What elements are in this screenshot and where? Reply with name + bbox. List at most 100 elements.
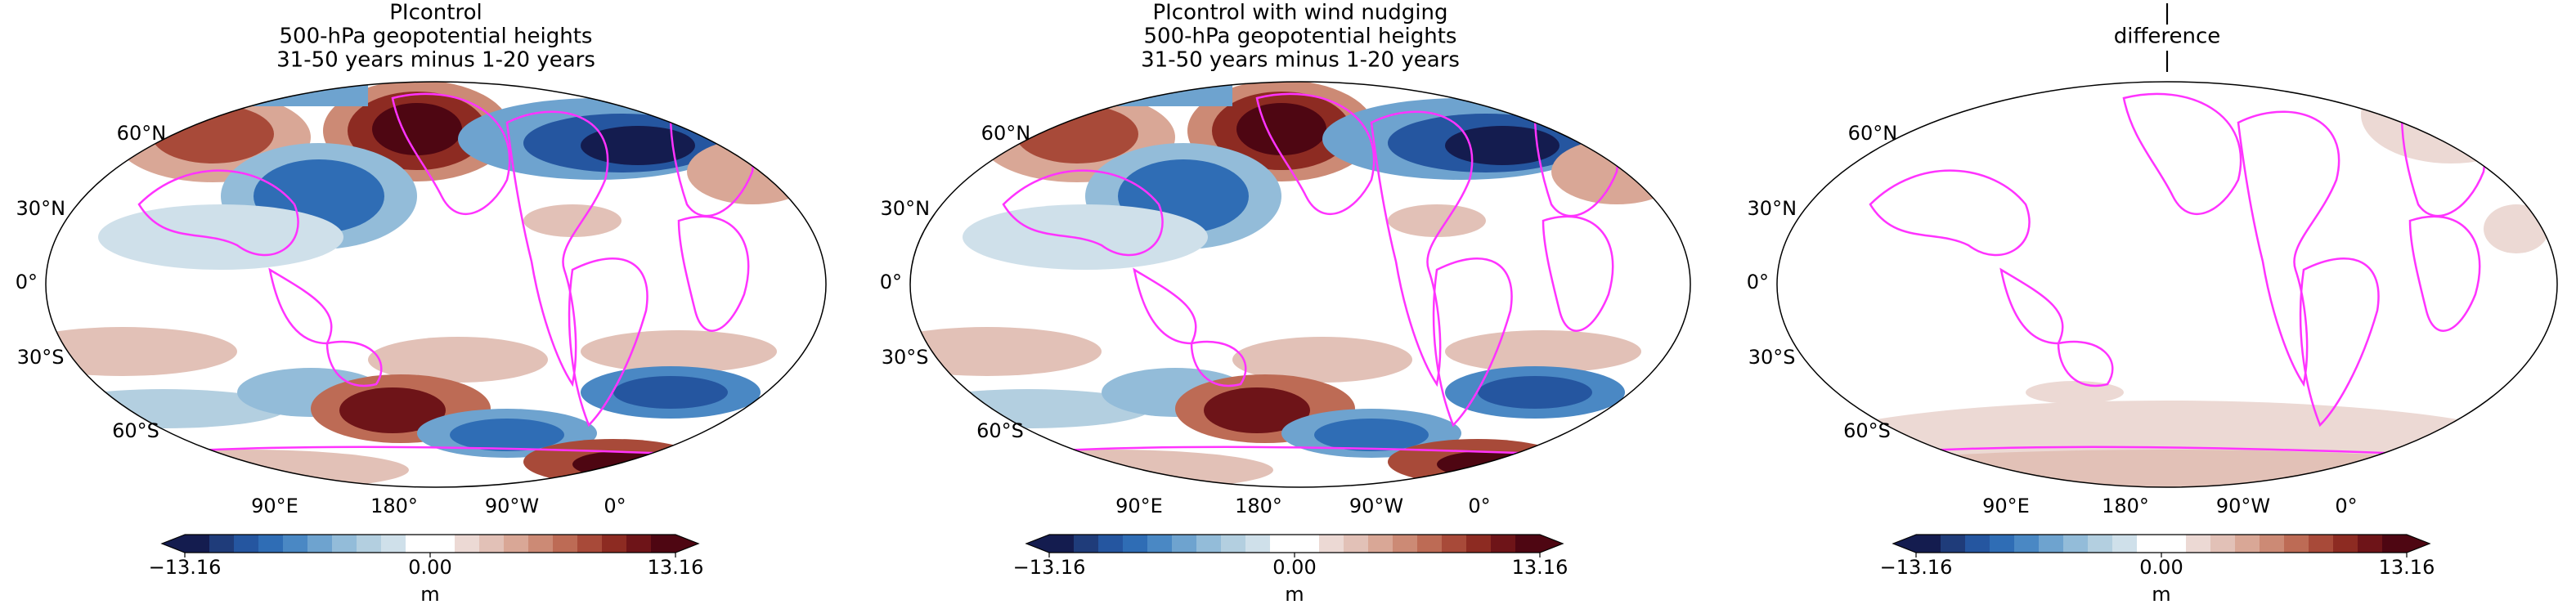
colorbar-segment <box>2088 535 2113 553</box>
colorbar-segment <box>2235 535 2260 553</box>
colorbar-segment <box>1245 535 1271 553</box>
coastline <box>2057 340 2114 387</box>
coastline <box>2408 215 2481 332</box>
polar-strip <box>987 82 1232 106</box>
anomaly-blob <box>2484 204 2549 253</box>
colorbar-segment <box>2014 535 2040 553</box>
lat-label: 0° <box>1747 271 1769 293</box>
colorbar-segment <box>1965 535 1990 553</box>
anomaly-blob <box>1478 376 1592 409</box>
panel-title: 500-hPa geopotential heights <box>1144 25 1457 49</box>
colorbar-segment <box>1049 535 1075 553</box>
lat-label: 0° <box>880 271 902 293</box>
anomaly-blob <box>581 126 695 165</box>
anomaly-blob <box>523 204 622 237</box>
lon-label: 90°E <box>1982 495 2030 517</box>
colorbar-segment <box>406 535 431 553</box>
colorbar-tick-label: −13.16 <box>1880 556 1953 579</box>
colorbar-segment <box>1098 535 1124 553</box>
colorbar-segment <box>357 535 382 553</box>
colorbar-segment <box>1172 535 1197 553</box>
colorbar-segment <box>2284 535 2309 553</box>
colorbar-segment <box>1442 535 1467 553</box>
colorbar-segment <box>577 535 603 553</box>
map-outline <box>1776 81 2558 488</box>
anomaly-blob <box>368 337 548 383</box>
anomaly-blob <box>46 446 164 486</box>
anomaly-blob <box>2361 82 2541 163</box>
coastline <box>325 340 383 387</box>
colorbar-segment <box>234 535 259 553</box>
colorbar-segment <box>1295 535 1320 553</box>
coastline <box>2237 110 2340 387</box>
colorbar-segment <box>2161 535 2187 553</box>
map-outline <box>45 81 827 488</box>
colorbar-segment <box>2382 535 2408 553</box>
anomaly-blob <box>581 330 777 373</box>
lat-label: 60°N <box>1848 122 1898 145</box>
colorbar-segment <box>479 535 505 553</box>
colorbar-tick-label: 13.16 <box>1512 556 1568 579</box>
anomaly-blob <box>1445 330 1641 373</box>
panel-title: | <box>2164 1 2171 25</box>
colorbar-segment <box>1941 535 1966 553</box>
lat-label: 60°S <box>112 419 159 442</box>
colorbar-label: m <box>1285 583 1304 606</box>
colorbar-segment <box>1319 535 1344 553</box>
map-field <box>46 82 826 487</box>
lat-label: 30°N <box>16 197 66 220</box>
anomaly-blob <box>2026 381 2124 404</box>
lat-label: 60°S <box>976 419 1024 442</box>
colorbar-segment <box>1393 535 1418 553</box>
lon-label: 0° <box>2335 495 2357 517</box>
coastline <box>568 257 648 428</box>
anomaly-blob <box>572 451 671 477</box>
colorbar-segment <box>1515 535 1541 553</box>
colorbar-label: m <box>420 583 439 606</box>
panel-title: 500-hPa geopotential heights <box>280 25 593 49</box>
colorbar-segment <box>2039 535 2064 553</box>
anomaly-blob <box>151 105 274 163</box>
colorbar-tick-label: −13.16 <box>1013 556 1086 579</box>
anomaly-blob <box>1314 419 1429 451</box>
colorbar-tick-label: 0.00 <box>408 556 451 579</box>
anomaly-blob <box>1016 105 1138 163</box>
map-field <box>1777 82 2557 487</box>
polar-strip <box>123 82 368 106</box>
colorbar-segment <box>2210 535 2236 553</box>
colorbar-segment <box>209 535 235 553</box>
coastline <box>2299 257 2380 428</box>
coastline <box>391 92 511 215</box>
colorbar-tick-label: −13.16 <box>149 556 222 579</box>
lat-label: 30°S <box>1748 346 1796 369</box>
anomaly-blob <box>372 103 462 155</box>
anomaly-blob <box>1445 126 1560 165</box>
lon-label: 90°E <box>251 495 298 517</box>
colorbar-tick-label: 13.16 <box>2379 556 2435 579</box>
anomaly-blob <box>1232 337 1412 383</box>
panel-title: 31-50 years minus 1-20 years <box>276 48 595 73</box>
colorbar-segment <box>1344 535 1369 553</box>
anomaly-blob <box>1204 387 1310 433</box>
coastline <box>137 169 299 257</box>
coastline <box>1542 215 1614 332</box>
colorbar-segment <box>602 535 627 553</box>
colorbar-segment <box>1491 535 1516 553</box>
colorbar-segment <box>332 535 357 553</box>
anomaly-blob <box>613 376 728 409</box>
colorbar-segment <box>1990 535 2015 553</box>
anomaly-blob <box>98 204 343 270</box>
lat-label: 0° <box>16 271 38 293</box>
colorbar-segment <box>2260 535 2285 553</box>
colorbar-extend-low <box>1026 535 1049 553</box>
colorbar-extend-low <box>162 535 185 553</box>
lat-label: 30°S <box>882 346 929 369</box>
anomaly-blob <box>946 450 1273 487</box>
colorbar-segment <box>455 535 480 553</box>
colorbar-segment <box>283 535 308 553</box>
colorbar-segment <box>1221 535 1246 553</box>
colorbar-segment <box>528 535 554 553</box>
